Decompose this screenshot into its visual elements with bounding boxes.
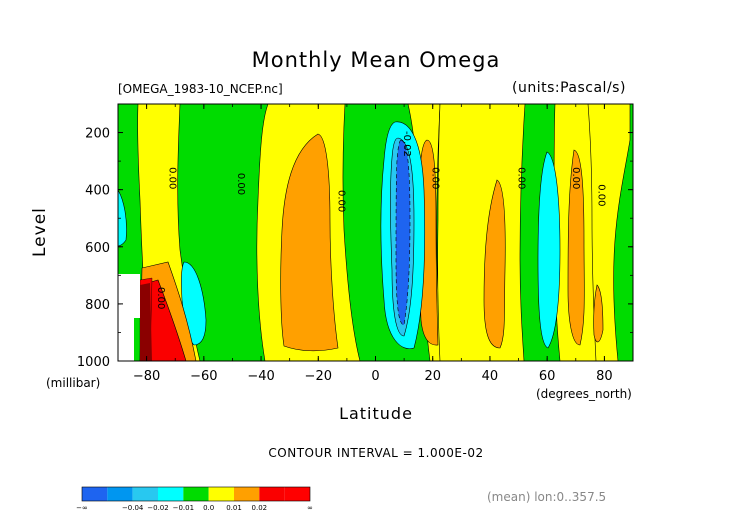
x-tick-label: −20 xyxy=(305,369,332,384)
colorbar-label: −0.01 xyxy=(173,504,194,512)
x-tick-label: 60 xyxy=(539,369,556,384)
x-tick-label: −80 xyxy=(133,369,160,384)
x-axis-label: Latitude xyxy=(339,404,413,423)
colorbar-label: 0.0 xyxy=(203,504,214,512)
y-axis: 200 400 600 800 1000 xyxy=(77,103,633,370)
region-negative-weak xyxy=(537,151,561,349)
region-positive-mid xyxy=(593,284,604,343)
colorbar-swatch xyxy=(107,487,133,501)
x-tick-label: −60 xyxy=(190,369,217,384)
y-unit-label: (millibar) xyxy=(46,376,101,390)
region-positive-mid xyxy=(483,179,506,349)
colorbar-swatch xyxy=(208,487,234,501)
colorbar: −∞ −0.04 −0.02 −0.01 0.0 0.01 0.02 ∞ xyxy=(76,486,313,512)
region-missing xyxy=(118,274,140,361)
colorbar-swatch xyxy=(183,487,209,501)
region-positive-mid xyxy=(567,149,585,346)
contour-interval: CONTOUR INTERVAL = 1.000E-02 xyxy=(268,446,484,460)
region-dense-contours xyxy=(140,283,152,361)
x-tick-label: 0 xyxy=(371,369,379,384)
region-negative-strong xyxy=(395,139,411,326)
contour-label: 0.00 xyxy=(335,190,346,212)
contour-label: 0.00 xyxy=(596,184,607,206)
contour-labels: 0.00 0.00 0.00 -0.02 0.00 0.00 0.00 0.00 0.00 xyxy=(155,131,607,309)
region-positive-weak xyxy=(437,104,526,361)
colorbar-label: −0.02 xyxy=(147,504,168,512)
contour-label: 0.00 xyxy=(516,167,527,189)
colorbar-swatch xyxy=(158,487,184,501)
x-axis: −80 −60 −40 −20 0 20 40 60 80 xyxy=(117,104,634,384)
colorbar-frame xyxy=(81,486,311,502)
colorbar-label: 0.01 xyxy=(226,504,242,512)
contour-label: 0.00 xyxy=(430,167,441,189)
y-tick-label: 400 xyxy=(85,184,110,199)
colorbar-swatch xyxy=(132,487,158,501)
x-tick-label: −40 xyxy=(247,369,274,384)
colorbar-swatch xyxy=(259,487,285,501)
contour-label: 0.00 xyxy=(155,287,166,309)
colorbar-swatch xyxy=(234,487,260,501)
colorbar-swatch xyxy=(284,487,310,501)
x-tick-label: 40 xyxy=(482,369,499,384)
file-label: [OMEGA_1983-10_NCEP.nc] xyxy=(118,82,283,96)
contour-label: -0.02 xyxy=(401,131,412,157)
colorbar-label: −0.04 xyxy=(122,504,144,512)
contour-label: 0.00 xyxy=(235,173,246,195)
contour-label: 0.00 xyxy=(167,167,178,189)
region-positive-mid xyxy=(280,133,339,352)
units-label: (units:Pascal/s) xyxy=(512,80,626,96)
x-tick-label: 80 xyxy=(596,369,613,384)
y-tick-label: 800 xyxy=(85,298,110,313)
y-tick-label: 600 xyxy=(85,241,110,256)
colorbar-label: ∞ xyxy=(307,504,313,512)
x-tick-label: 20 xyxy=(424,369,441,384)
x-unit-label: (degrees_north) xyxy=(536,387,632,401)
colorbar-swatch xyxy=(82,487,108,501)
y-tick-label: 200 xyxy=(85,127,110,142)
chart-title: Monthly Mean Omega xyxy=(251,48,501,72)
contour-label: 0.00 xyxy=(570,167,581,189)
y-tick-label: 1000 xyxy=(77,355,110,370)
colorbar-label: −∞ xyxy=(76,504,88,512)
contour-fields xyxy=(118,104,633,361)
colorbar-label: 0.02 xyxy=(252,504,268,512)
mean-info: (mean) lon:0..357.5 xyxy=(487,490,607,504)
